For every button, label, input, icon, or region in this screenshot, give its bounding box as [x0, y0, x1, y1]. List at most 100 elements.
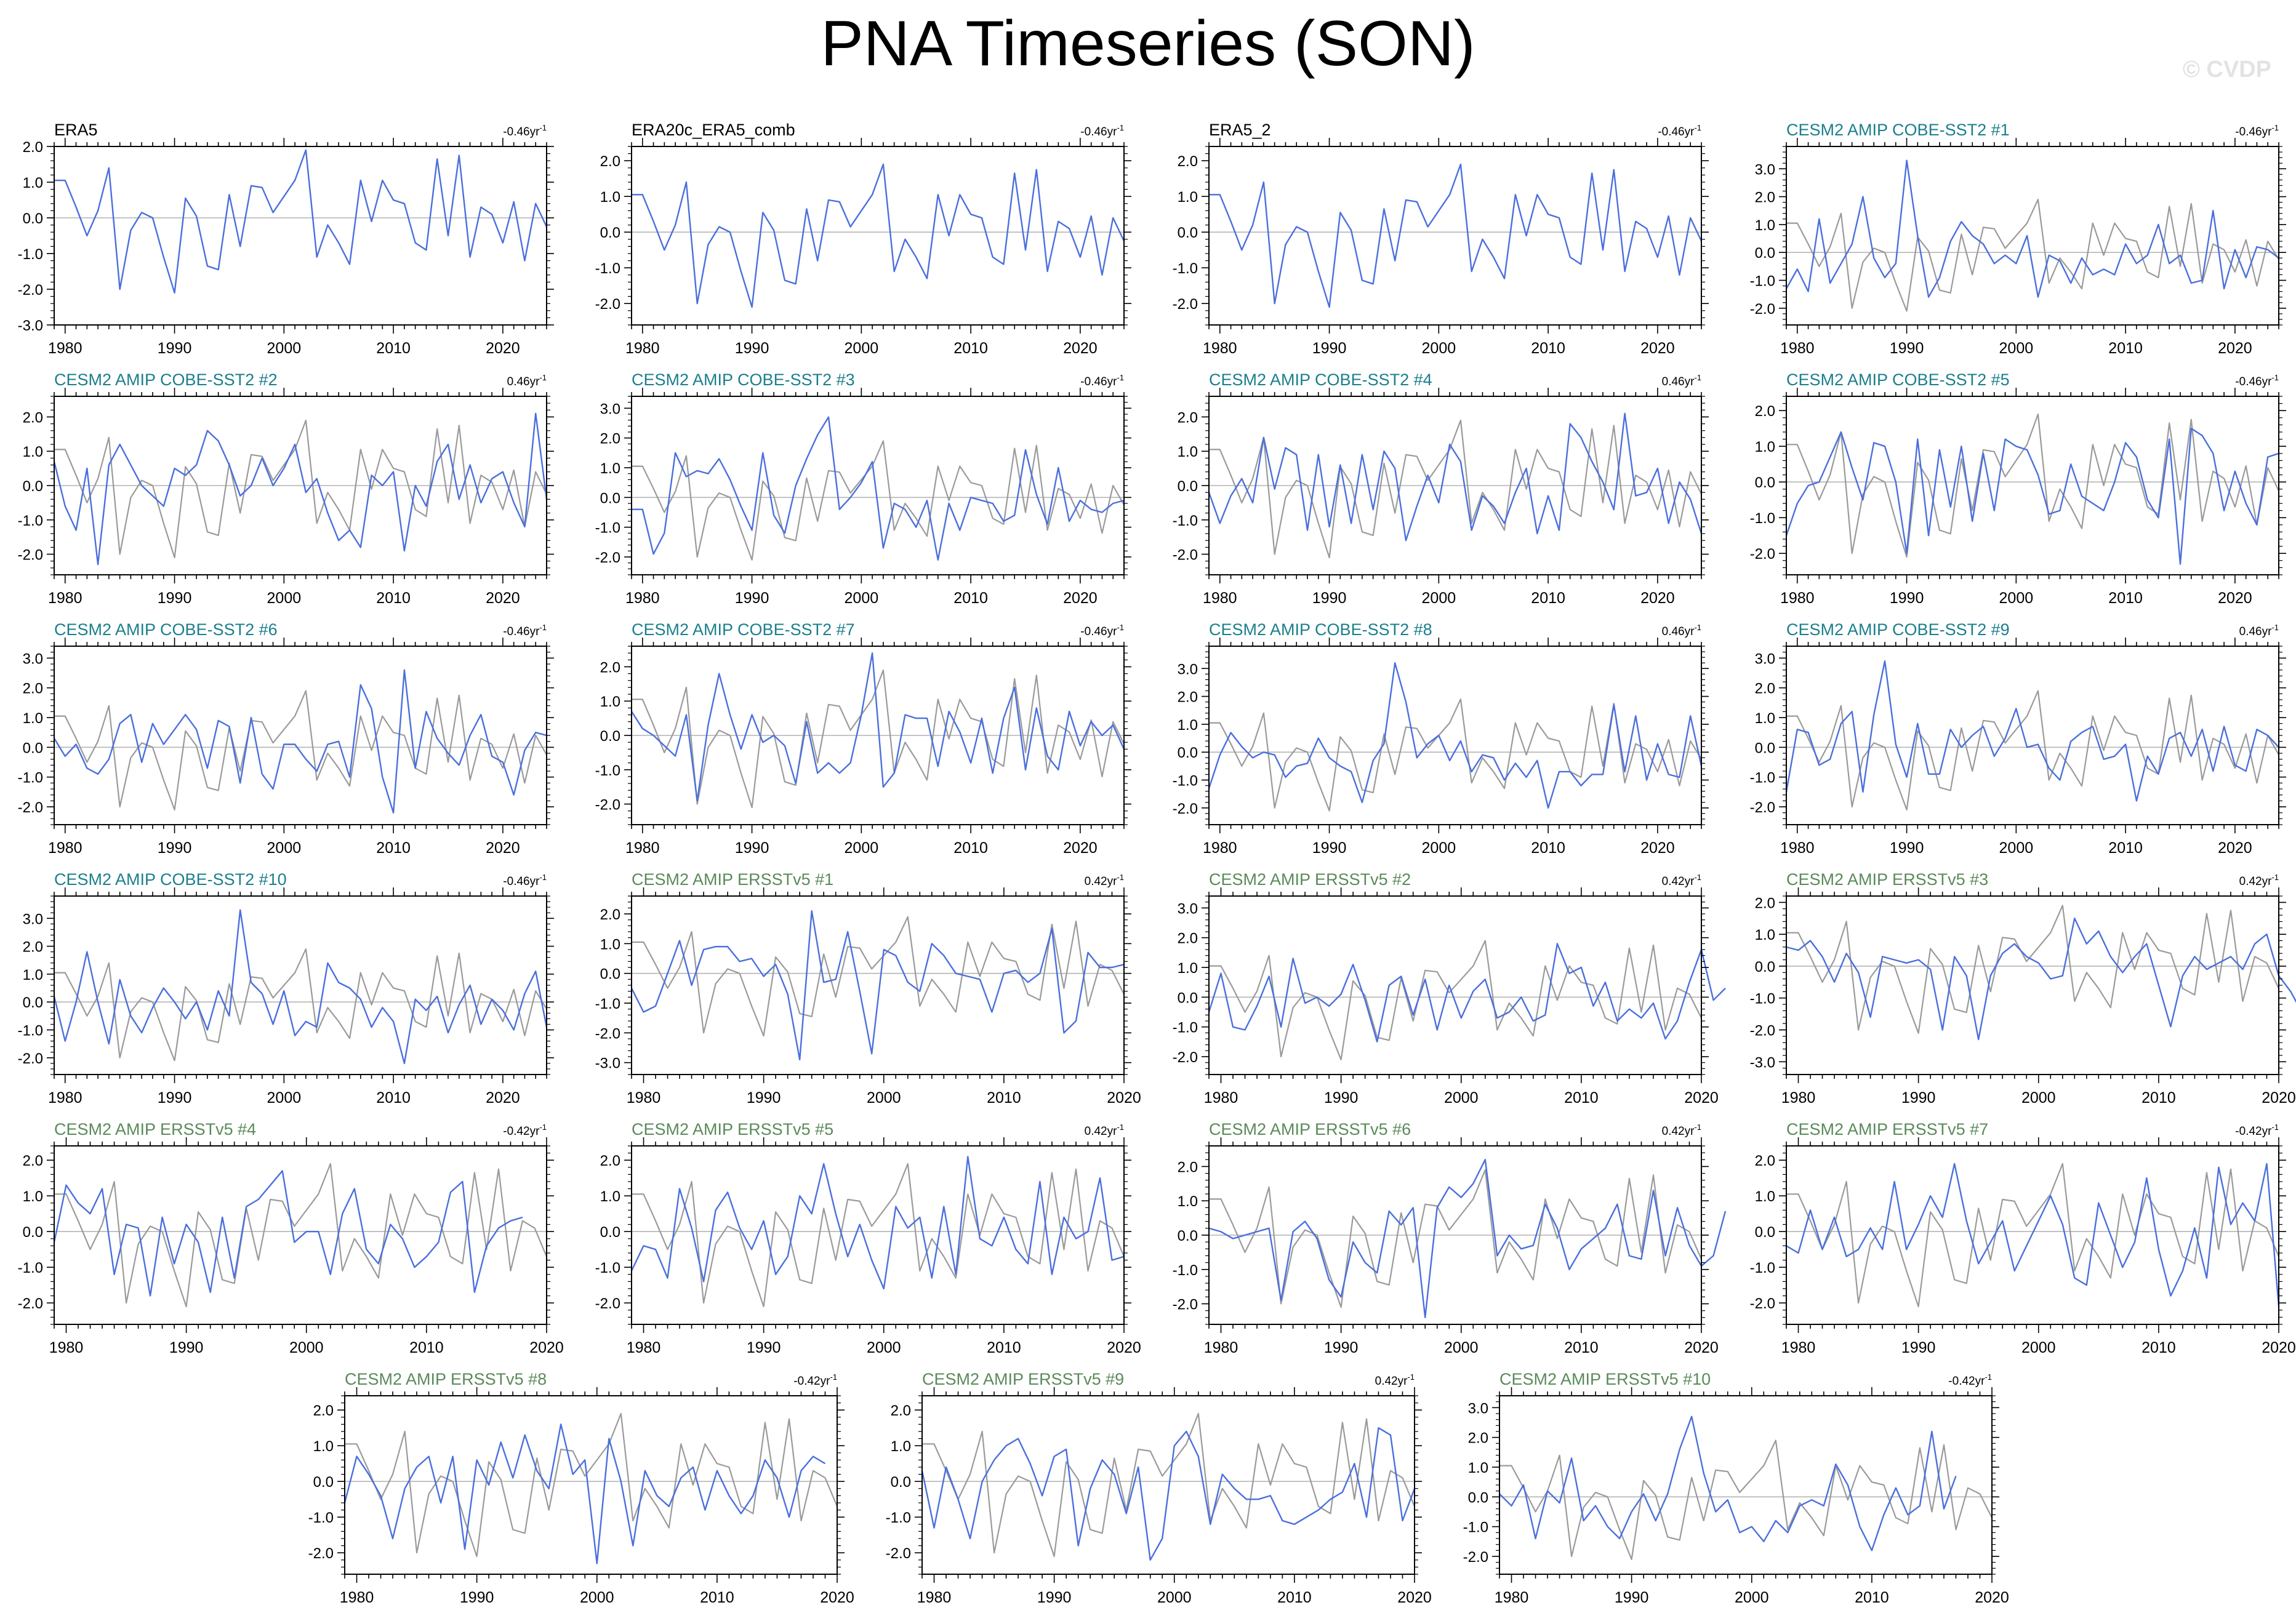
y-tick-label: -1.0 [1173, 1020, 1198, 1036]
x-tick-label: 1980 [627, 1089, 661, 1107]
trend-label: -0.46yr-1 [1080, 123, 1124, 138]
model-series-line [1208, 1159, 1727, 1318]
y-tick-label: 2.0 [313, 1403, 334, 1419]
x-tick-label: 1990 [1890, 340, 1924, 357]
y-tick-label: 0.0 [600, 728, 620, 745]
x-tick-label: 2010 [2108, 839, 2143, 857]
panel-title: CESM2 AMIP COBE-SST2 #5 [1786, 370, 2010, 389]
model-series-line [921, 1427, 1416, 1561]
y-tick-label: -1.0 [18, 246, 43, 263]
x-tick-label: 2010 [953, 340, 988, 357]
panel-title: CESM2 AMIP COBE-SST2 #4 [1209, 370, 1432, 389]
x-tick-label: 2020 [1684, 1089, 1719, 1107]
model-series-line [630, 1156, 1125, 1290]
y-tick-label: 2.0 [1178, 409, 1198, 426]
y-tick-label: 1.0 [600, 189, 620, 206]
y-tick-label: 0.0 [1178, 225, 1198, 241]
trend-label: -0.46yr-1 [1658, 123, 1701, 138]
trend-label: 0.42yr-1 [1375, 1372, 1415, 1388]
x-tick-label: 1990 [735, 340, 769, 357]
trend-label: -0.42yr-1 [793, 1372, 837, 1388]
y-tick-label: -1.0 [595, 996, 620, 1012]
y-tick-label: 0.0 [1755, 245, 1775, 262]
y-tick-label: 2.0 [1178, 153, 1198, 170]
y-tick-label: -2.0 [1173, 296, 1198, 313]
y-tick-label: 2.0 [23, 409, 43, 426]
panel-title: CESM2 AMIP COBE-SST2 #6 [54, 620, 278, 639]
panel-1: ERA5 -0.46yr-1 1980 1990 2000 2010 2020 -3.0 -2.… [18, 121, 554, 357]
y-tick-label: -2.0 [1173, 1297, 1198, 1313]
y-tick-label: -1.0 [1750, 273, 1775, 290]
y-tick-label: 0.0 [600, 1224, 620, 1241]
trend-label: 0.42yr-1 [1085, 873, 1124, 888]
y-tick-label: 1.0 [23, 444, 43, 460]
trend-label: -0.46yr-1 [503, 123, 547, 138]
trend-label: 0.46yr-1 [507, 373, 547, 388]
y-tick-label: 1.0 [23, 175, 43, 191]
y-tick-label: 0.0 [1178, 478, 1198, 495]
plot-frame [631, 146, 1125, 326]
trend-label: 0.42yr-1 [1662, 1123, 1701, 1138]
x-tick-label: 1990 [169, 1339, 204, 1356]
x-tick-label: 2010 [376, 340, 411, 357]
x-tick-label: 1990 [735, 839, 769, 857]
model-series-line [54, 149, 548, 294]
x-tick-label: 1980 [1781, 1089, 1816, 1107]
y-tick-label: 1.0 [891, 1438, 911, 1455]
panel-title: CESM2 AMIP COBE-SST2 #9 [1786, 620, 2010, 639]
y-tick-label: 3.0 [600, 401, 620, 417]
plot-frame [1786, 646, 2279, 825]
y-tick-label: 0.0 [1755, 740, 1775, 756]
y-tick-label: -3.0 [18, 318, 43, 334]
x-tick-label: 2010 [2141, 1339, 2176, 1356]
panel-3: ERA5_2 -0.46yr-1 1980 1990 2000 2010 2020 -2.0 -… [1173, 121, 1709, 357]
y-tick-label: 3.0 [1755, 161, 1775, 178]
x-tick-label: 2010 [1277, 1589, 1312, 1606]
y-tick-label: -1.0 [18, 1260, 43, 1276]
reference-series-line [632, 916, 1125, 1037]
plot-frame [54, 646, 547, 825]
x-tick-label: 2000 [867, 1339, 901, 1356]
panel-5: CESM2 AMIP COBE-SST2 #2 0.46yr-1 1980 1990 2… [18, 370, 554, 607]
y-tick-label: -2.0 [18, 799, 43, 816]
panel-title: ERA5_2 [1209, 121, 1271, 139]
panel-title: CESM2 AMIP COBE-SST2 #8 [1209, 620, 1432, 639]
x-tick-label: 1990 [158, 590, 192, 607]
panel-title: CESM2 AMIP COBE-SST2 #1 [1786, 121, 2010, 139]
panel-title: CESM2 AMIP ERSSTv5 #7 [1786, 1120, 1988, 1139]
reference-series-line [345, 1412, 838, 1558]
y-tick-label: -1.0 [1173, 260, 1198, 277]
panel-20: CESM2 AMIP ERSSTv5 #7 -0.42yr-1 1980 1990 20… [1750, 1120, 2296, 1356]
y-tick-label: 1.0 [600, 694, 620, 710]
plot-frame [54, 1145, 547, 1325]
y-tick-label: 0.0 [23, 210, 43, 227]
panel-23: CESM2 AMIP ERSSTv5 #10 -0.42yr-1 1980 1990 2… [1463, 1370, 2009, 1606]
x-tick-label: 2000 [1422, 340, 1456, 357]
y-tick-label: -3.0 [595, 1055, 620, 1072]
y-tick-label: 1.0 [1178, 960, 1198, 977]
x-tick-label: 2010 [376, 590, 411, 607]
plot-frame [54, 146, 547, 326]
y-tick-label: 0.0 [23, 478, 43, 495]
y-tick-label: -2.0 [1173, 1049, 1198, 1066]
y-tick-label: -1.0 [308, 1510, 334, 1526]
y-tick-label: 0.0 [1178, 1228, 1198, 1244]
y-tick-label: 1.0 [1755, 439, 1775, 455]
x-tick-label: 2020 [820, 1589, 854, 1606]
y-tick-label: -2.0 [1463, 1549, 1488, 1566]
model-series-line [1786, 1163, 2280, 1307]
trend-label: -0.46yr-1 [503, 623, 547, 638]
trend-label: -0.46yr-1 [1080, 373, 1124, 388]
panel-4: CESM2 AMIP COBE-SST2 #1 -0.46yr-1 1980 1990… [1750, 121, 2286, 357]
plot-frame [631, 396, 1125, 575]
y-tick-label: 2.0 [1468, 1430, 1488, 1447]
x-tick-label: 1990 [1901, 1339, 1936, 1356]
y-tick-label: -2.0 [595, 1295, 620, 1312]
y-tick-label: 2.0 [1755, 681, 1775, 697]
trend-label: 0.42yr-1 [1085, 1123, 1124, 1138]
y-tick-label: 0.0 [1755, 474, 1775, 491]
plot-frame [1786, 146, 2279, 326]
reference-series-line [1786, 198, 2279, 312]
model-series-line [53, 909, 548, 1065]
reference-series-line [1209, 419, 1702, 559]
